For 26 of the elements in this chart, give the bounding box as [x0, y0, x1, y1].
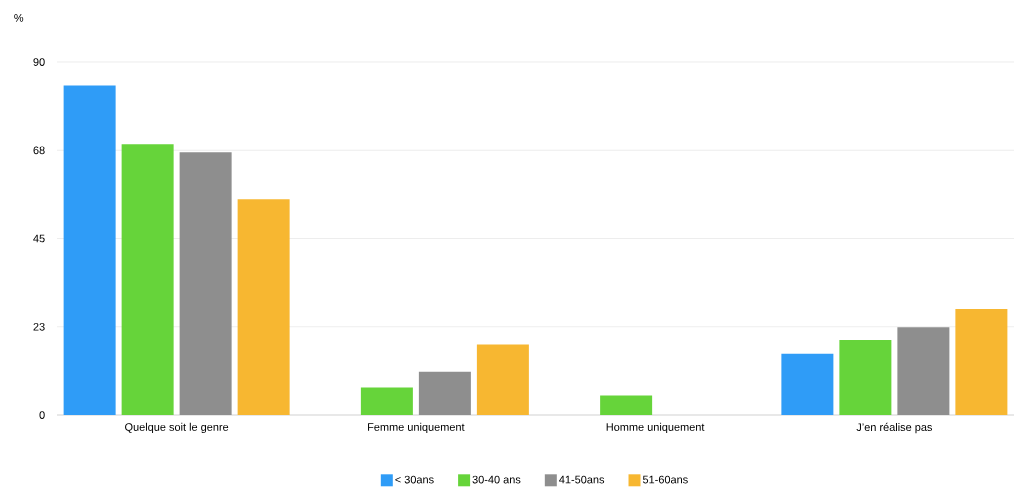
bar	[600, 395, 653, 415]
bar	[476, 344, 529, 415]
bar	[63, 85, 116, 415]
y-tick-label: 23	[33, 322, 45, 331]
bar	[839, 340, 892, 415]
x-tick-label: J’en réalise pas	[856, 422, 933, 434]
legend-label: 51-60ans	[642, 475, 688, 484]
bar	[955, 309, 1008, 415]
x-tick-label: Femme uniquement	[368, 422, 465, 434]
legend-label: 30-40 ans	[472, 475, 521, 484]
y-axis-title: %	[14, 14, 24, 22]
bar	[781, 353, 834, 415]
x-tick-label: Homme uniquement	[606, 422, 705, 434]
legend-label: < 30ans	[395, 475, 434, 484]
bar	[897, 327, 950, 415]
bar	[121, 144, 174, 415]
y-tick-label: 0	[39, 411, 45, 419]
legend-label: 41-50ans	[559, 475, 605, 484]
bar	[418, 371, 471, 415]
x-tick-label: Quelque soit le genre	[125, 422, 229, 434]
bar	[237, 199, 290, 415]
y-tick-label: 45	[33, 234, 45, 243]
y-tick-label: 90	[33, 58, 45, 66]
bar	[179, 152, 232, 415]
y-tick-label: 68	[33, 146, 45, 155]
bar	[360, 387, 413, 415]
